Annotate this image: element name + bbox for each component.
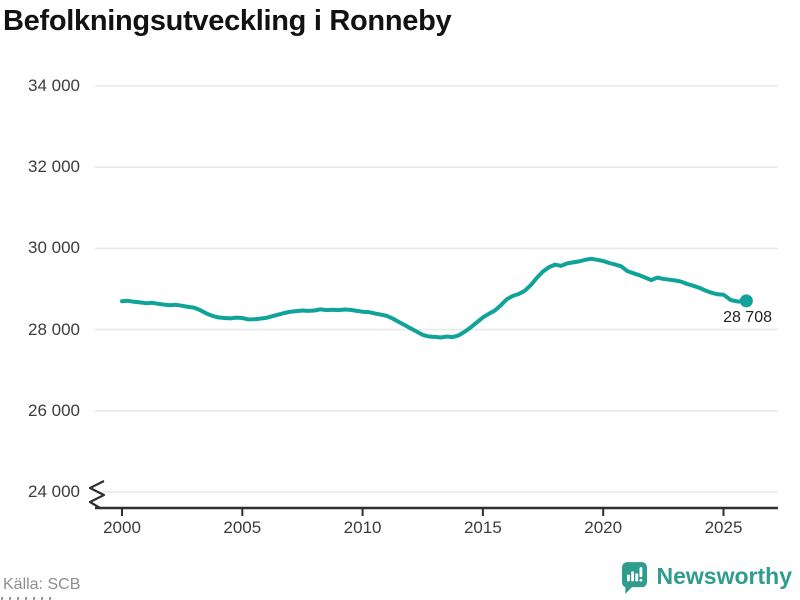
y-tick-label: 34 000 — [28, 76, 80, 95]
y-tick-label: 24 000 — [28, 482, 80, 501]
clipped-text-remnant — [1, 597, 51, 600]
axis-break-icon — [88, 480, 106, 509]
newsworthy-wordmark: Newsworthy — [656, 563, 792, 589]
last-point-marker — [739, 294, 753, 308]
x-tick-label: 2000 — [103, 518, 141, 537]
chart-title: Befolkningsutveckling i Ronneby — [3, 5, 452, 37]
newsworthy-logo: Newsworthy — [621, 562, 792, 594]
x-tick-label: 2010 — [343, 518, 382, 537]
x-tick-label: 2020 — [584, 518, 623, 537]
last-value-label: 28 708 — [723, 309, 772, 326]
y-tick-label: 26 000 — [28, 400, 80, 420]
source-caption: Källa: SCB — [3, 576, 81, 593]
population-line — [120, 256, 749, 340]
y-tick-label: 30 000 — [28, 238, 80, 258]
x-tick-label: 2005 — [223, 518, 262, 537]
x-tick-label: 2025 — [704, 518, 743, 537]
y-tick-label: 32 000 — [28, 157, 80, 177]
y-tick-label: 28 000 — [28, 319, 80, 339]
x-tick-label: 2015 — [463, 518, 502, 537]
newsworthy-logo-icon — [621, 562, 647, 594]
